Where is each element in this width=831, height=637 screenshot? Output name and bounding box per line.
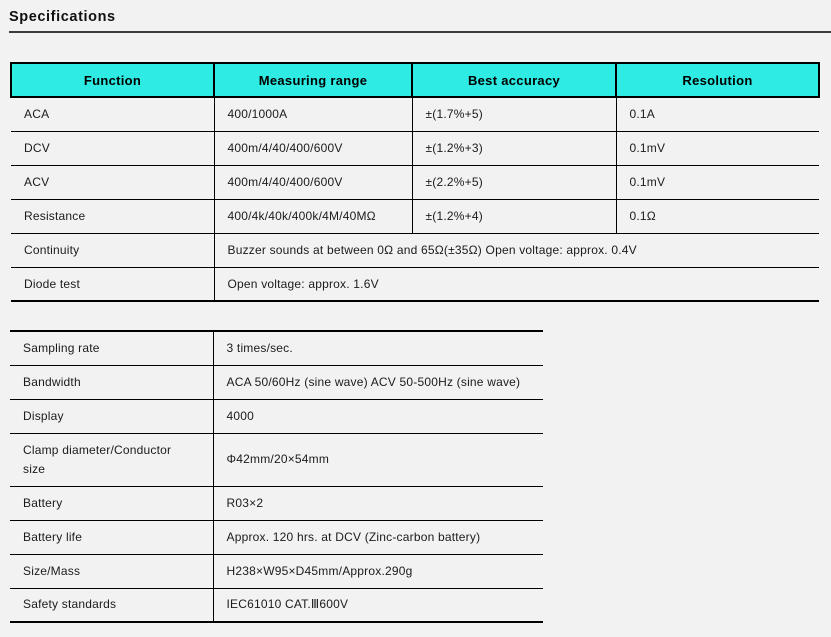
accuracy-cell: ±(2.2%+5) (411, 164, 616, 199)
table-row-battery-life: Battery life Approx. 120 hrs. at DCV (Zi… (10, 519, 543, 554)
accuracy-cell: ±(1.7%+5) (411, 96, 616, 131)
range-cell: 400/4k/40k/400k/4M/40MΩ (213, 198, 412, 233)
description-cell: Open voltage: approx. 1.6V (213, 266, 819, 302)
table-row-aca: ACA 400/1000A ±(1.7%+5) 0.1A (11, 96, 819, 131)
spec-label-cell: Display (10, 398, 213, 433)
table-row-continuity: Continuity Buzzer sounds at between 0Ω a… (11, 232, 819, 267)
page-title: Specifications (9, 9, 116, 25)
accuracy-cell: ±(1.2%+3) (411, 130, 616, 165)
function-cell: ACV (11, 164, 214, 199)
spec-value-cell: R03×2 (212, 485, 543, 520)
range-cell: 400m/4/40/400/600V (213, 130, 412, 165)
spec-label-cell: Size/Mass (10, 553, 213, 588)
table-row-display: Display 4000 (10, 398, 543, 433)
function-cell: Resistance (11, 198, 214, 233)
table-row-size-mass: Size/Mass H238×W95×D45mm/Approx.290g (10, 553, 543, 588)
spec-label-cell: Battery life (10, 519, 213, 554)
table-row-battery: Battery R03×2 (10, 485, 543, 520)
function-cell: ACA (11, 96, 214, 131)
table-row-bandwidth: Bandwidth ACA 50/60Hz (sine wave) ACV 50… (10, 364, 543, 399)
title-divider (9, 31, 831, 33)
general-spec-table: Sampling rate 3 times/sec. Bandwidth ACA… (10, 330, 543, 623)
description-cell: Buzzer sounds at between 0Ω and 65Ω(±35Ω… (213, 232, 819, 267)
table-row-safety-standards: Safety standards IEC61010 CAT.Ⅲ600V (10, 587, 543, 623)
function-cell: Diode test (11, 266, 214, 302)
spec-value-cell: ACA 50/60Hz (sine wave) ACV 50-500Hz (si… (212, 364, 543, 399)
spec-value-cell: IEC61010 CAT.Ⅲ600V (212, 587, 543, 623)
resolution-cell: 0.1A (615, 96, 819, 131)
spec-label-cell: Sampling rate (10, 330, 213, 365)
table-row-resistance: Resistance 400/4k/40k/400k/4M/40MΩ ±(1.2… (11, 198, 819, 233)
spec-value-cell: 4000 (212, 398, 543, 433)
spec-value-cell: H238×W95×D45mm/Approx.290g (212, 553, 543, 588)
range-cell: 400/1000A (213, 96, 412, 131)
spec-label-cell: Clamp diameter/Conductor size (10, 432, 213, 486)
range-cell: 400m/4/40/400/600V (213, 164, 412, 199)
resolution-cell: 0.1Ω (615, 198, 819, 233)
spec-value-cell: 3 times/sec. (212, 330, 543, 365)
spec-label-cell: Battery (10, 485, 213, 520)
function-cell: Continuity (11, 232, 214, 267)
table-row-dcv: DCV 400m/4/40/400/600V ±(1.2%+3) 0.1mV (11, 130, 819, 165)
measurement-spec-table: Function Measuring range Best accuracy R… (10, 62, 820, 302)
spec-table-header-row: Function Measuring range Best accuracy R… (10, 62, 820, 98)
function-cell: DCV (11, 130, 214, 165)
header-cell-measuring-range: Measuring range (213, 62, 413, 98)
spec-value-cell: Approx. 120 hrs. at DCV (Zinc-carbon bat… (212, 519, 543, 554)
header-cell-resolution: Resolution (615, 62, 820, 98)
spec-value-cell: Φ42mm/20×54mm (212, 432, 543, 486)
table-row-clamp-diameter: Clamp diameter/Conductor size Φ42mm/20×5… (10, 432, 543, 486)
header-cell-best-accuracy: Best accuracy (411, 62, 617, 98)
table-row-acv: ACV 400m/4/40/400/600V ±(2.2%+5) 0.1mV (11, 164, 819, 199)
accuracy-cell: ±(1.2%+4) (411, 198, 616, 233)
spec-label-cell: Safety standards (10, 587, 213, 623)
resolution-cell: 0.1mV (615, 164, 819, 199)
header-cell-function: Function (10, 62, 215, 98)
table-row-diode-test: Diode test Open voltage: approx. 1.6V (11, 266, 819, 302)
spec-label-cell: Bandwidth (10, 364, 213, 399)
table-row-sampling-rate: Sampling rate 3 times/sec. (10, 330, 543, 365)
resolution-cell: 0.1mV (615, 130, 819, 165)
